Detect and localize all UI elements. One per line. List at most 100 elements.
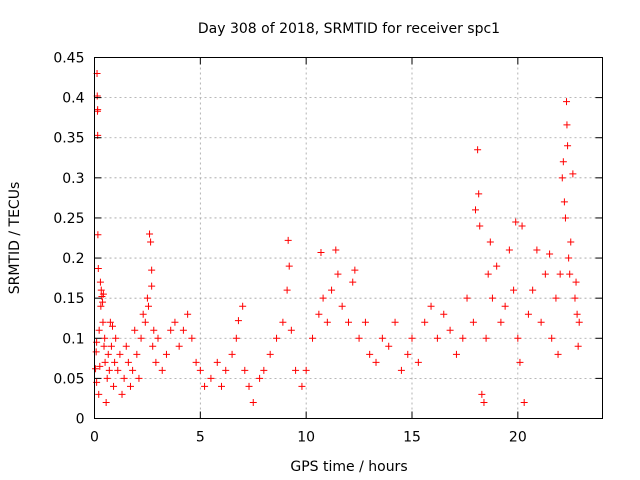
data-point xyxy=(95,390,103,398)
data-point xyxy=(302,366,310,374)
data-point xyxy=(287,326,295,334)
data-point xyxy=(99,298,107,306)
data-point xyxy=(459,334,467,342)
y-tick-label: 0.35 xyxy=(53,131,84,147)
y-tick-label: 0.05 xyxy=(53,371,84,387)
x-tick-label: 15 xyxy=(403,430,421,446)
data-point xyxy=(478,390,486,398)
data-point xyxy=(349,278,357,286)
data-point xyxy=(452,350,460,358)
y-tick-label: 0.3 xyxy=(62,171,84,187)
data-point xyxy=(95,326,103,334)
data-point xyxy=(96,278,104,286)
data-point xyxy=(497,318,505,326)
data-point xyxy=(97,286,105,294)
axis-ticks: 0 0.05 0.1 0.15 0.2 0.25 0.3 0.35 0.4 0.45 0 5 10 15 2… xyxy=(53,51,603,446)
data-point xyxy=(228,350,236,358)
data-point xyxy=(122,342,130,350)
data-point xyxy=(505,246,513,254)
data-point xyxy=(552,294,560,302)
data-point xyxy=(111,358,119,366)
data-point xyxy=(256,374,264,382)
data-point xyxy=(101,334,109,342)
data-point xyxy=(372,358,380,366)
data-point xyxy=(188,334,196,342)
data-point xyxy=(129,366,137,374)
x-tick-label: 0 xyxy=(90,430,99,446)
data-point xyxy=(575,318,583,326)
data-point xyxy=(488,294,496,302)
data-point xyxy=(475,190,483,198)
data-point xyxy=(421,318,429,326)
data-point xyxy=(192,358,200,366)
data-point xyxy=(285,262,293,270)
x-axis-label: GPS time / hours xyxy=(290,459,407,475)
data-point xyxy=(232,334,240,342)
data-point xyxy=(135,374,143,382)
data-point xyxy=(537,318,545,326)
data-point xyxy=(361,318,369,326)
data-point xyxy=(298,382,306,390)
data-point xyxy=(241,366,249,374)
data-point xyxy=(146,230,154,238)
data-point xyxy=(319,294,327,302)
y-tick-label: 0.1 xyxy=(62,331,84,347)
data-point xyxy=(484,270,492,278)
data-point xyxy=(284,236,292,244)
data-point xyxy=(355,334,363,342)
data-point xyxy=(108,322,116,330)
data-point xyxy=(97,302,105,310)
data-point xyxy=(245,382,253,390)
data-point xyxy=(345,318,352,326)
data-point xyxy=(283,286,291,294)
data-point xyxy=(541,270,549,278)
chart-title: Day 308 of 2018, SRMTID for receiver spc… xyxy=(198,21,500,37)
data-point xyxy=(474,146,482,154)
data-point xyxy=(279,318,287,326)
data-point xyxy=(572,278,580,286)
data-point xyxy=(440,310,448,318)
data-point xyxy=(566,270,574,278)
data-point xyxy=(433,334,441,342)
data-point xyxy=(574,342,582,350)
data-point xyxy=(118,390,126,398)
grid xyxy=(94,57,603,419)
data-point xyxy=(563,121,571,129)
data-point xyxy=(564,142,572,150)
data-point xyxy=(518,222,526,230)
data-point xyxy=(571,294,579,302)
data-point xyxy=(351,266,359,274)
data-point xyxy=(397,366,405,374)
x-tick-label: 5 xyxy=(196,430,205,446)
data-point xyxy=(480,398,488,406)
data-point xyxy=(162,350,170,358)
data-point xyxy=(110,382,118,390)
data-point xyxy=(249,398,257,406)
data-point xyxy=(201,382,209,390)
data-point xyxy=(260,366,268,374)
data-point xyxy=(143,294,151,302)
data-point xyxy=(167,326,175,334)
data-point xyxy=(317,248,325,256)
data-point xyxy=(112,334,120,342)
data-point xyxy=(147,238,155,246)
data-point xyxy=(548,334,556,342)
data-point xyxy=(105,366,113,374)
data-point xyxy=(137,334,145,342)
data-point xyxy=(126,382,134,390)
data-point xyxy=(573,310,581,318)
data-point xyxy=(338,302,346,310)
y-tick-label: 0.45 xyxy=(53,51,84,67)
data-point xyxy=(482,334,490,342)
y-tick-label: 0.15 xyxy=(53,291,84,307)
data-point xyxy=(139,310,147,318)
y-tick-label: 0.25 xyxy=(53,211,84,227)
data-points xyxy=(92,70,583,406)
y-tick-label: 0 xyxy=(76,412,85,428)
data-point xyxy=(309,334,317,342)
data-point xyxy=(101,358,109,366)
data-point xyxy=(292,366,300,374)
plot-frame xyxy=(94,57,603,419)
data-point xyxy=(391,318,399,326)
